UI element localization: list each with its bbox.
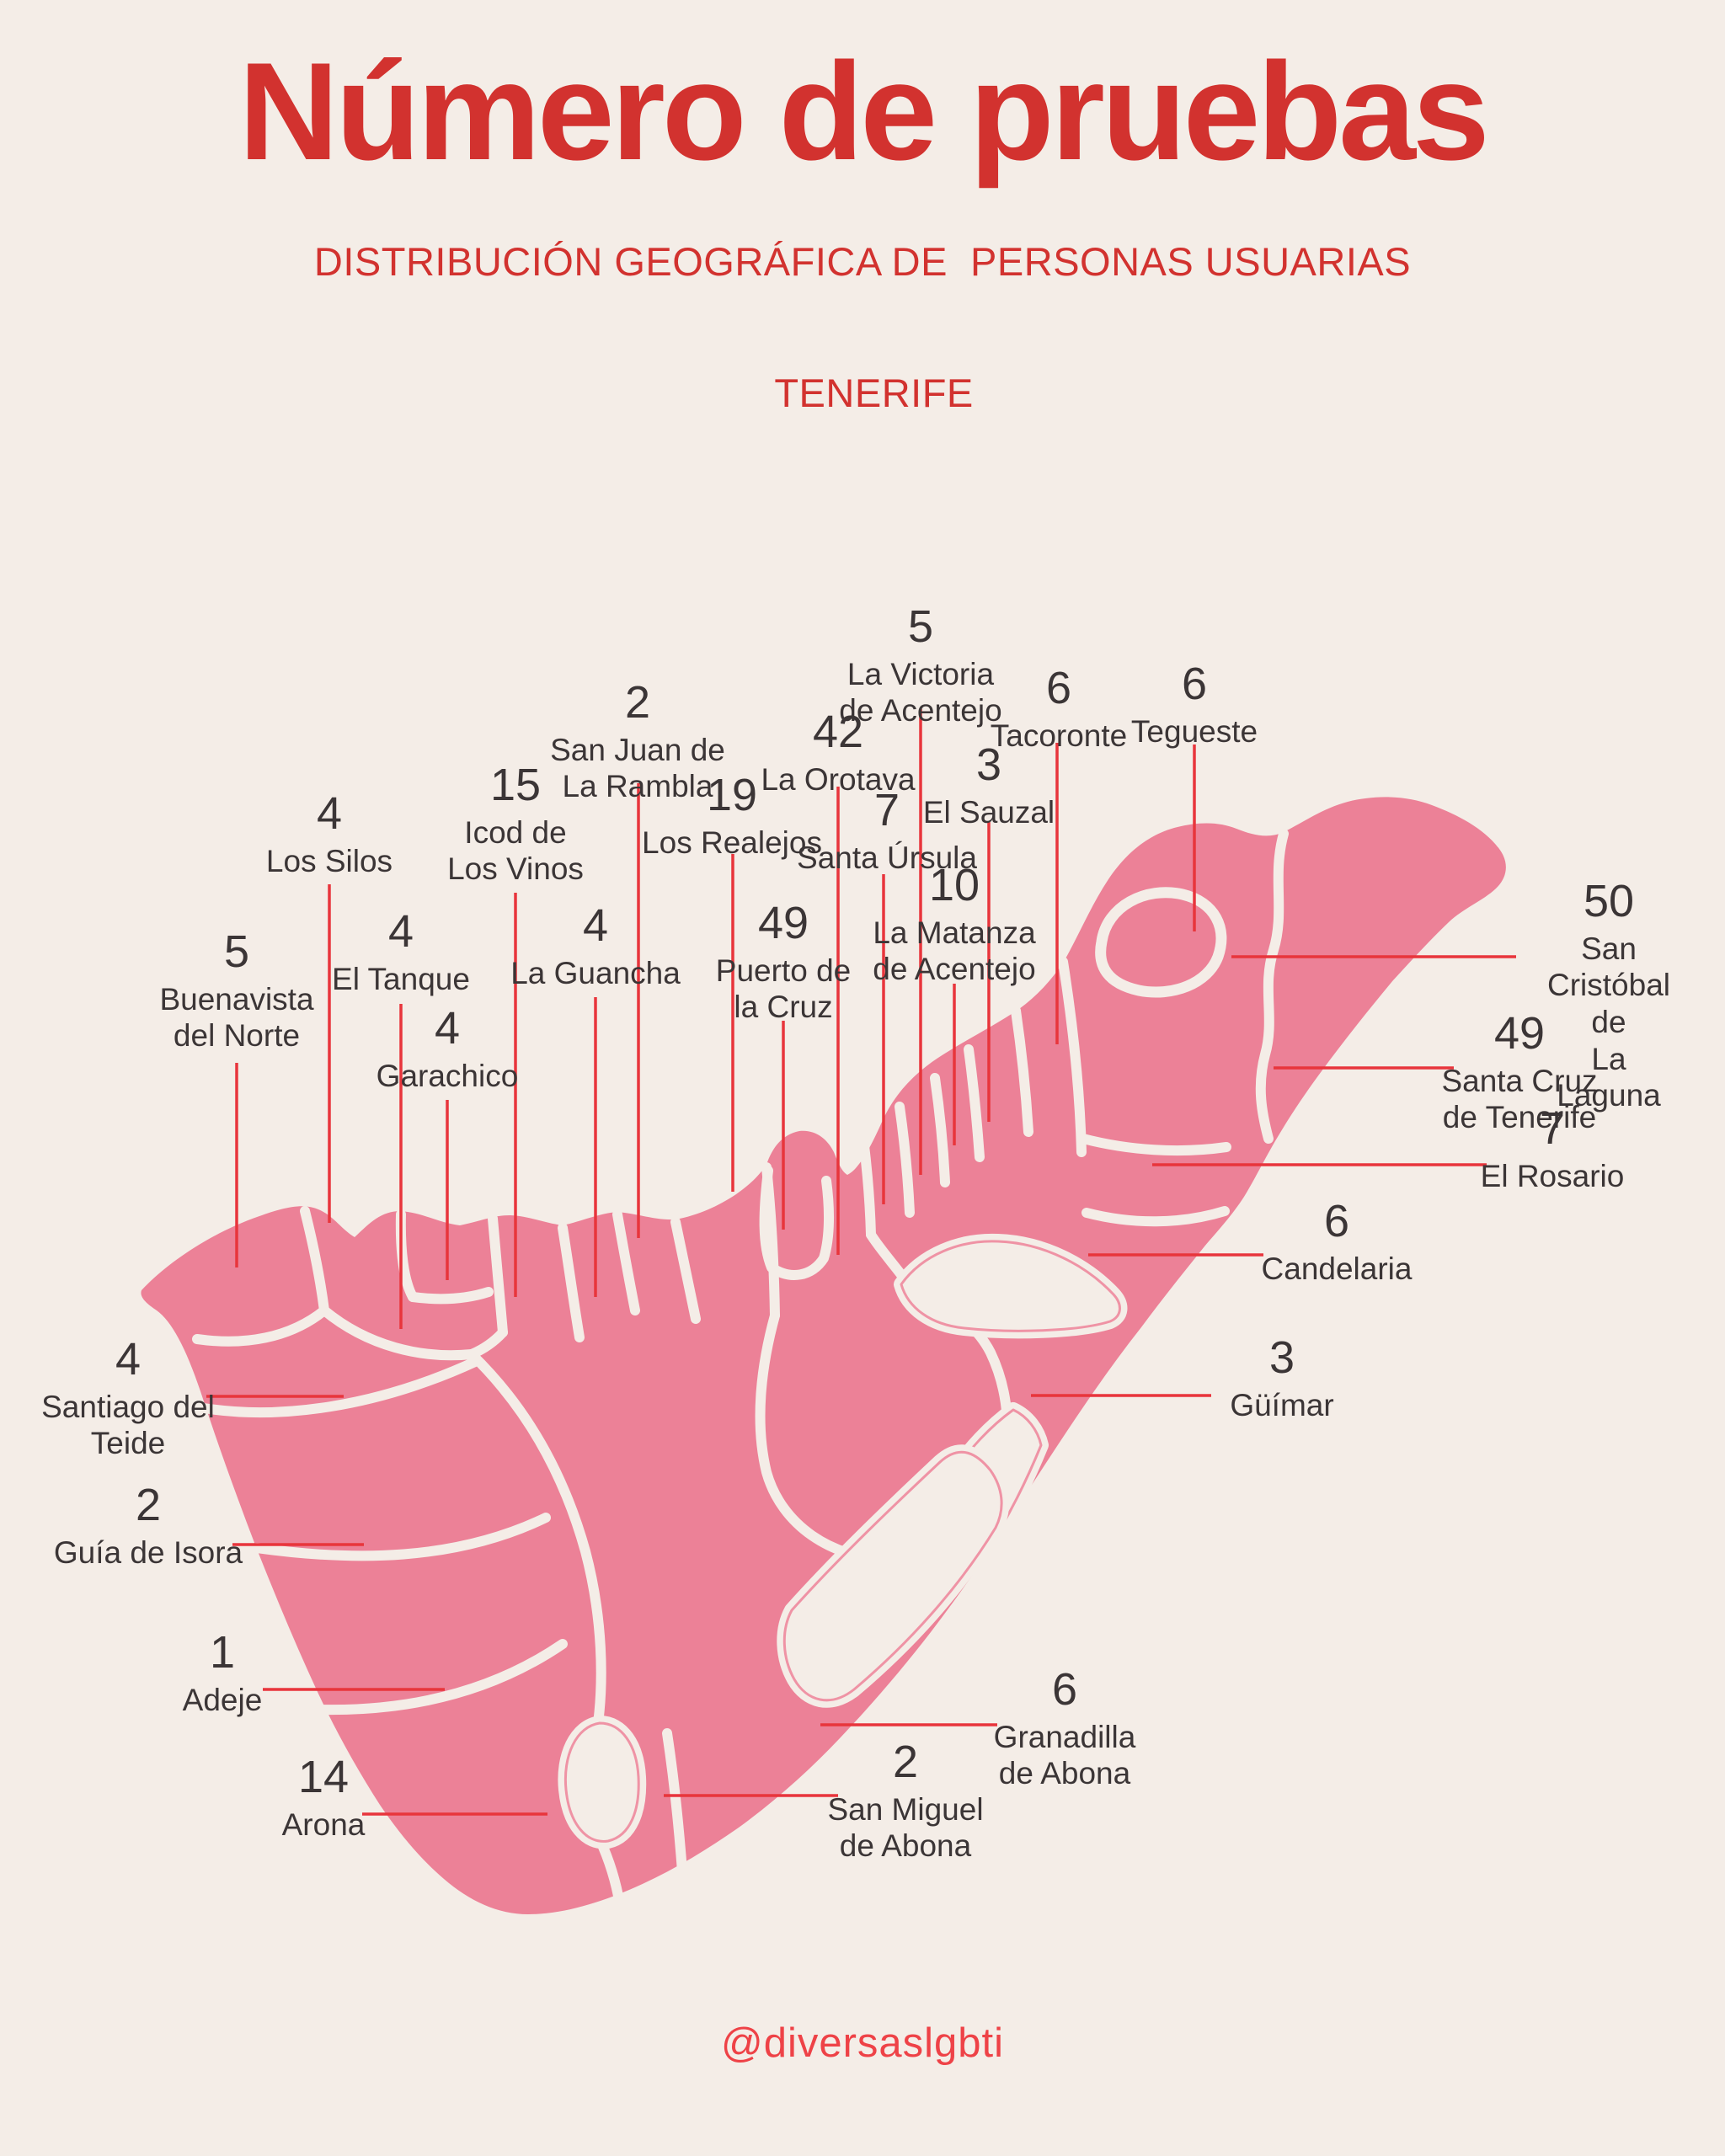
tegueste-enclave-border [1095,887,1227,998]
value-los-silos: 4 [316,788,343,839]
subtitle-line-1: DISTRIBUCIÓN GEOGRÁFICA DE PERSONAS USUA… [313,239,1412,284]
name-granadilla-de-abona: Granadilla de Abona [993,1719,1136,1791]
label-santa-cruz-de-tenerife: 49 Santa Cruz de Tenerife [1441,1010,1597,1136]
no-data-regions [558,1233,1128,1849]
value-puerto-de-la-cruz: 49 [757,898,809,948]
name-santa-ursula: Santa Úrsula [797,840,977,875]
label-garachico: 4 Garachico [377,1005,519,1094]
label-guimar: 3 Güímar [1230,1334,1333,1423]
name-santa-cruz-de-tenerife: Santa Cruz de Tenerife [1441,1063,1598,1135]
value-santa-ursula: 7 [873,785,900,835]
label-la-guancha: 4 La Guancha [510,902,681,991]
label-candelaria: 6 Candelaria [1262,1198,1413,1287]
label-el-rosario: 7 El Rosario [1481,1105,1625,1194]
value-tacoronte: 6 [1045,663,1072,713]
name-tacoronte: Tacoronte [990,718,1128,753]
page-title: Número de pruebas [238,34,1490,189]
value-san-cristobal-de-la-laguna: 50 [1583,876,1635,926]
name-puerto-de-la-cruz: Puerto de la Cruz [715,953,852,1025]
no-data-region-4-outline [563,1721,640,1843]
value-san-juan-de-la-rambla: 2 [624,677,651,728]
social-handle: @diversaslgbti [720,2020,1005,2066]
value-la-orotava: 42 [812,707,864,757]
label-tegueste: 6 Tegueste [1131,660,1258,750]
label-tacoronte: 6 Tacoronte [991,664,1128,754]
value-el-tanque: 4 [387,906,414,957]
label-san-cristobal-de-la-laguna: 50 San Cristóbal de La Laguna [1547,878,1670,1114]
name-buenavista-del-norte: Buenavista del Norte [159,981,314,1054]
label-la-victoria-de-acentejo: 5 La Victoria de Acentejo [839,603,1001,729]
label-santa-ursula: 7 Santa Úrsula [797,787,977,876]
value-la-matanza-de-acentejo: 10 [928,860,980,910]
label-santiago-del-teide: 4 Santiago del Teide [41,1336,215,1462]
value-guimar: 3 [1268,1332,1295,1383]
no-data-region-1-outline [900,1240,1121,1332]
leader-lines [206,709,1516,1816]
value-candelaria: 6 [1323,1196,1350,1246]
page-subtitle: DISTRIBUCIÓN GEOGRÁFICA DE PERSONAS USUA… [0,229,1725,426]
value-garachico: 4 [434,1003,461,1054]
value-el-rosario: 7 [1539,1103,1566,1154]
name-el-tanque: El Tanque [332,961,470,996]
name-los-realejos: Los Realejos [642,825,822,860]
name-san-miguel-de-abona: San Miguel de Abona [827,1791,984,1864]
value-santa-cruz-de-tenerife: 49 [1493,1008,1546,1059]
name-san-juan-de-la-rambla: San Juan de La Rambla [550,732,725,804]
label-san-juan-de-la-rambla: 2 San Juan de La Rambla [550,679,725,805]
value-buenavista-del-norte: 5 [223,926,250,977]
name-la-matanza-de-acentejo: La Matanza de Acentejo [873,915,1036,987]
municipal-borders [192,829,1289,1910]
label-buenavista-del-norte: 5 Buenavista del Norte [159,928,313,1054]
name-guia-de-isora: Guía de Isora [53,1534,243,1570]
name-el-sauzal: El Sauzal [922,794,1055,830]
label-la-orotava: 42 La Orotava [761,708,915,798]
name-adeje: Adeje [182,1682,263,1717]
label-granadilla-de-abona: 6 Granadilla de Abona [994,1666,1136,1792]
name-garachico: Garachico [376,1058,519,1093]
label-icod-de-los-vinos: 15 Icod de Los Vinos [447,761,584,888]
value-la-guancha: 4 [582,900,609,951]
value-granadilla-de-abona: 6 [1051,1664,1078,1715]
name-candelaria: Candelaria [1261,1251,1413,1286]
value-guia-de-isora: 2 [135,1480,162,1530]
value-arona: 14 [297,1752,350,1802]
value-tegueste: 6 [1181,659,1208,709]
value-el-sauzal: 3 [975,739,1002,790]
label-la-matanza-de-acentejo: 10 La Matanza de Acentejo [873,862,1035,988]
name-la-orotava: La Orotava [761,761,916,797]
label-el-sauzal: 3 El Sauzal [923,741,1055,830]
name-santiago-del-teide: Santiago del Teide [41,1389,215,1461]
name-arona: Arona [281,1806,366,1842]
label-adeje: 1 Adeje [183,1629,263,1718]
name-los-silos: Los Silos [265,843,393,878]
island-silhouette [141,797,1506,1914]
name-guimar: Güímar [1230,1387,1334,1422]
value-san-miguel-de-abona: 2 [892,1737,919,1787]
label-puerto-de-la-cruz: 49 Puerto de la Cruz [716,899,851,1026]
label-san-miguel-de-abona: 2 San Miguel de Abona [827,1738,983,1865]
value-icod-de-los-vinos: 15 [489,760,542,810]
name-el-rosario: El Rosario [1480,1158,1625,1193]
name-la-victoria-de-acentejo: La Victoria de Acentejo [839,656,1002,728]
value-santiago-del-teide: 4 [115,1334,142,1385]
subtitle-line-2: TENERIFE [774,371,974,415]
label-el-tanque: 4 El Tanque [332,908,470,997]
name-la-guancha: La Guancha [510,955,681,990]
no-data-region-3-outline [782,1450,1003,1702]
label-arona: 14 Arona [282,1753,366,1843]
value-la-victoria-de-acentejo: 5 [907,601,934,652]
value-los-realejos: 19 [706,770,758,820]
value-adeje: 1 [209,1627,236,1678]
label-los-silos: 4 Los Silos [266,790,393,879]
name-tegueste: Tegueste [1130,713,1258,749]
label-guia-de-isora: 2 Guía de Isora [54,1481,243,1571]
name-san-cristobal-de-la-laguna: San Cristóbal de La Laguna [1547,931,1671,1113]
name-icod-de-los-vinos: Icod de Los Vinos [447,814,584,887]
label-los-realejos: 19 Los Realejos [642,771,822,861]
